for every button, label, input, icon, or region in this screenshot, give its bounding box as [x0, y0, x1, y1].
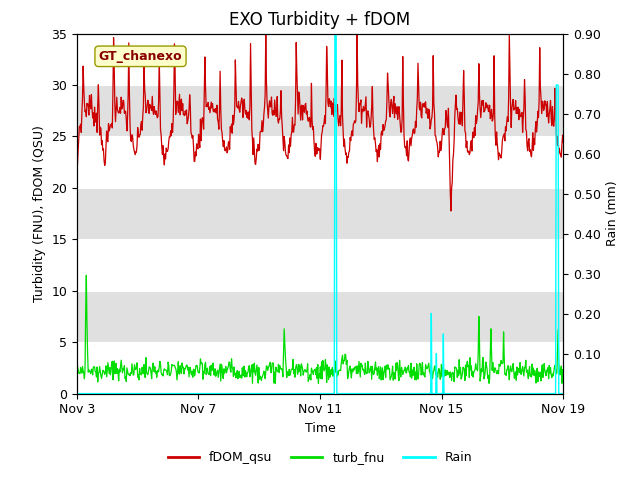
Bar: [77, 188, 563, 240]
X-axis label: Time: Time: [305, 422, 335, 435]
Text: GT_chanexo: GT_chanexo: [99, 50, 182, 63]
Title: EXO Turbidity + fDOM: EXO Turbidity + fDOM: [229, 11, 411, 29]
Bar: [77, 291, 563, 342]
Y-axis label: Rain (mm): Rain (mm): [607, 181, 620, 246]
Bar: [77, 85, 563, 136]
Legend: fDOM_qsu, turb_fnu, Rain: fDOM_qsu, turb_fnu, Rain: [163, 446, 477, 469]
Y-axis label: Turbidity (FNU), fDOM (QSU): Turbidity (FNU), fDOM (QSU): [33, 125, 45, 302]
